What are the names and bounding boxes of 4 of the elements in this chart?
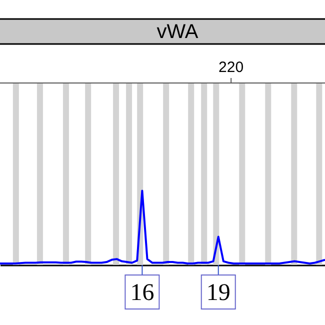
text: 16: [130, 280, 154, 306]
text: 19: [206, 280, 230, 306]
text: 220: [218, 59, 244, 76]
chart-title: vWA: [156, 21, 199, 43]
